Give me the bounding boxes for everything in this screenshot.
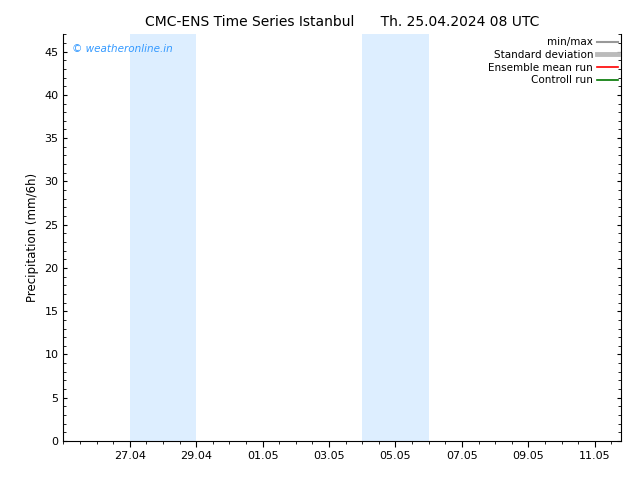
Bar [130,34,197,441]
Bar [362,34,429,441]
Y-axis label: Precipitation (mm/6h): Precipitation (mm/6h) [26,173,39,302]
Legend: min/max, Standard deviation, Ensemble mean run, Controll run: min/max, Standard deviation, Ensemble me… [488,37,618,85]
Title: CMC-ENS Time Series Istanbul      Th. 25.04.2024 08 UTC: CMC-ENS Time Series Istanbul Th. 25.04.2… [145,15,540,29]
Text: © weatheronline.in: © weatheronline.in [72,45,172,54]
